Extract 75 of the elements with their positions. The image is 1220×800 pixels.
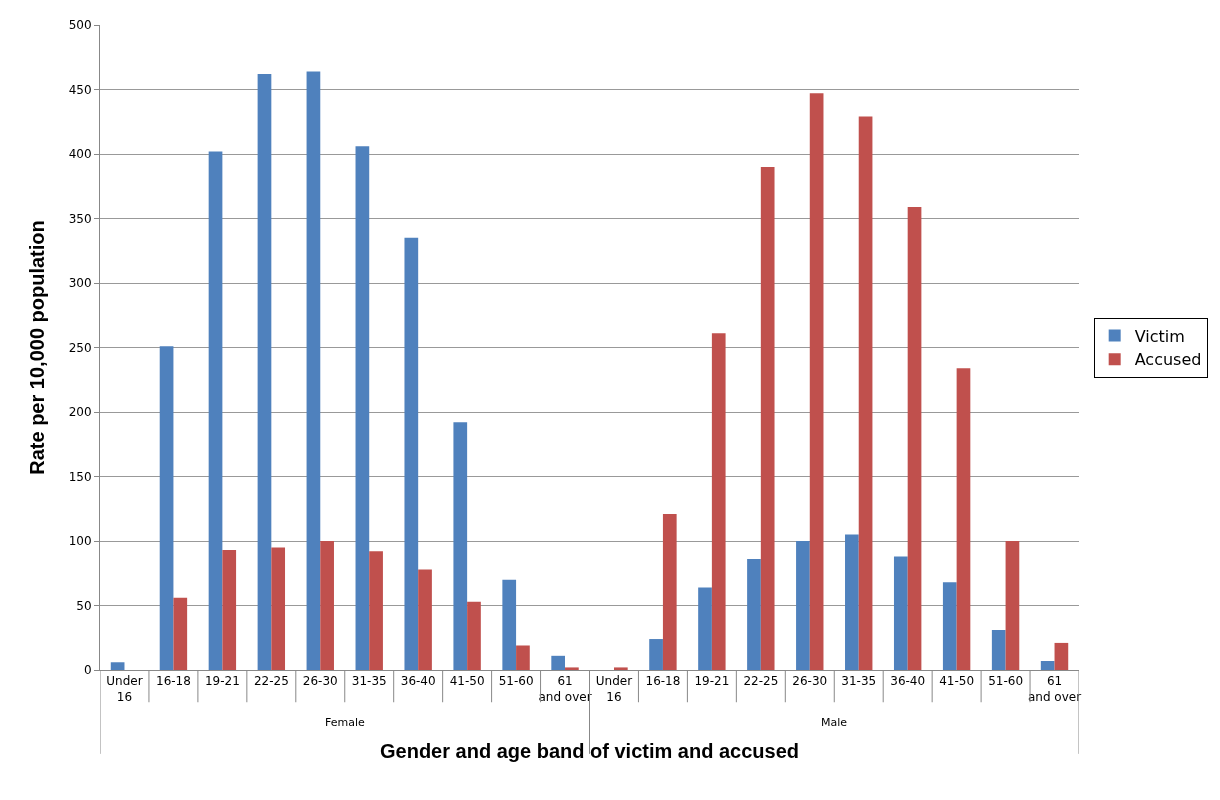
text: Female <box>325 716 366 729</box>
x-tick-label: 51-60 <box>988 674 1024 689</box>
bar <box>271 547 286 670</box>
bar <box>613 667 628 670</box>
bar <box>711 333 726 670</box>
bar <box>453 422 468 670</box>
bar <box>649 639 663 670</box>
legend-label: Accused <box>1134 350 1202 370</box>
bar <box>991 630 1006 670</box>
x-axis-title: Gender and age band of victim and accused <box>380 739 799 762</box>
y-tick-label: 350 <box>68 211 92 226</box>
x-tick-label: 22-25 <box>253 674 289 689</box>
y-tick-label: 250 <box>68 340 92 355</box>
x-tick-label: 61 and over <box>538 674 592 704</box>
bar <box>159 346 174 670</box>
x-tick-label: Under 16 <box>595 674 633 704</box>
bar <box>942 582 957 670</box>
y-tick-label: 450 <box>68 82 92 97</box>
bar <box>796 541 810 670</box>
bar <box>747 559 761 670</box>
bar <box>845 534 859 670</box>
bar <box>257 74 272 670</box>
x-tick-label: 36-40 <box>400 674 436 689</box>
bar <box>1005 541 1020 670</box>
bar <box>355 146 370 670</box>
bar <box>551 655 566 670</box>
bar <box>320 541 334 670</box>
bar <box>956 368 971 670</box>
y-tick-label: 50 <box>76 598 92 613</box>
bar <box>565 667 579 670</box>
bar <box>858 116 873 670</box>
x-tick-label: 31-35 <box>841 674 877 689</box>
x-tick-label: 61 and over <box>1027 674 1082 704</box>
bar <box>502 579 517 670</box>
x-tick-label: 19-21 <box>694 674 730 689</box>
bar <box>306 71 321 670</box>
x-tick-label: 41-50 <box>449 674 485 689</box>
y-axis-title: Rate per 10,000 population <box>26 220 49 475</box>
bar <box>809 93 824 670</box>
bar <box>418 569 432 670</box>
bar <box>907 206 922 670</box>
bar <box>404 237 419 670</box>
bar <box>760 166 775 670</box>
bar <box>173 597 188 670</box>
x-tick-label: 31-35 <box>351 674 387 689</box>
bar <box>110 662 125 670</box>
x-tick-label: 16-18 <box>155 674 191 689</box>
y-tick-label: 300 <box>68 276 92 291</box>
x-tick-label: 36-40 <box>890 674 926 689</box>
x-tick-label: 26-30 <box>302 674 338 689</box>
x-tick-label: 41-50 <box>939 674 975 689</box>
bar <box>662 513 677 670</box>
bar <box>1040 660 1055 670</box>
bar <box>516 645 530 670</box>
bar <box>369 551 383 670</box>
y-tick-label: 500 <box>68 18 92 33</box>
x-tick-label: Under 16 <box>106 674 143 704</box>
x-tick-label: 22-25 <box>743 674 779 689</box>
y-tick-label: 200 <box>68 405 92 420</box>
bar <box>893 556 908 670</box>
legend-label: Victim <box>1134 326 1185 346</box>
y-tick-label: 100 <box>68 534 92 549</box>
bar <box>1054 642 1069 670</box>
y-tick-label: 0 <box>83 663 92 678</box>
bar <box>467 601 481 670</box>
x-tick-label: 19-21 <box>204 674 240 689</box>
text: Male <box>821 716 848 729</box>
x-tick-label: 26-30 <box>792 674 828 689</box>
x-tick-label: 51-60 <box>498 674 534 689</box>
bar <box>222 550 237 670</box>
x-tick-label: 16-18 <box>645 674 681 689</box>
bar <box>698 587 712 670</box>
y-tick-label: 400 <box>68 147 92 162</box>
y-tick-label: 150 <box>68 469 92 484</box>
bar <box>208 151 223 670</box>
